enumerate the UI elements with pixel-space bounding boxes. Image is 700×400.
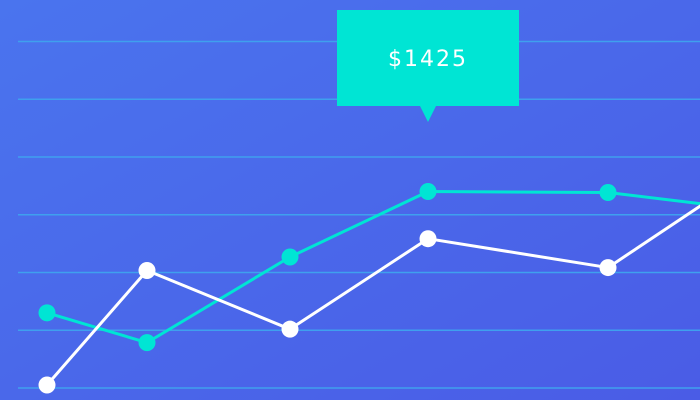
data-point[interactable] (138, 334, 156, 352)
tooltip-pointer (420, 106, 436, 122)
series-group (38, 183, 700, 394)
data-point[interactable] (419, 183, 437, 201)
data-point[interactable] (599, 259, 617, 277)
tooltip-box (337, 10, 519, 106)
data-point[interactable] (138, 261, 156, 279)
data-point[interactable] (38, 376, 56, 394)
series-2 (38, 183, 700, 352)
series-line (46, 190, 700, 345)
tooltip-value: $1425 (388, 47, 468, 72)
series-1 (38, 204, 700, 394)
data-point[interactable] (38, 304, 56, 322)
data-point[interactable] (281, 248, 299, 266)
data-point[interactable] (599, 184, 617, 201)
data-point[interactable] (419, 230, 437, 248)
value-tooltip: $1425 (337, 10, 519, 122)
series-line (45, 204, 700, 386)
data-point[interactable] (281, 320, 299, 338)
